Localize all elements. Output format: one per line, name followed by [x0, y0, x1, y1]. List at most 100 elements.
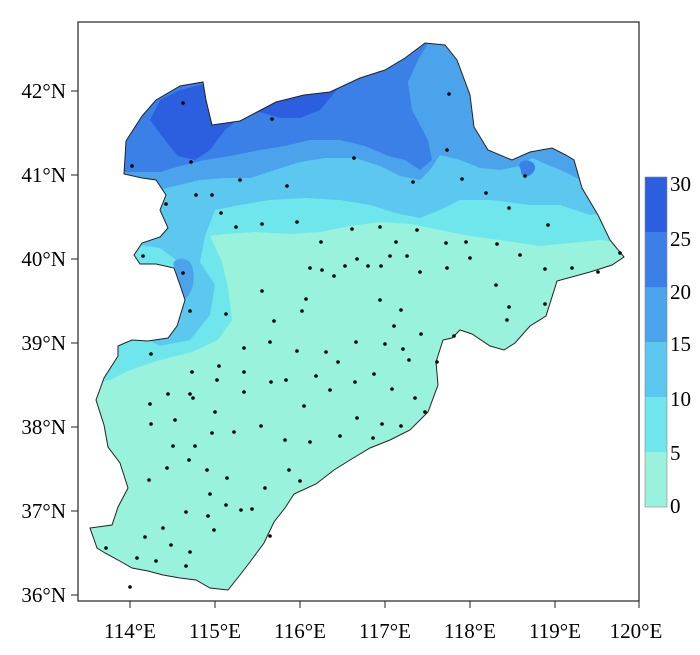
- station-dot: [188, 392, 192, 396]
- station-dot: [260, 222, 264, 226]
- station-dot: [388, 254, 392, 258]
- station-dot: [399, 424, 403, 428]
- station-dot: [208, 492, 212, 496]
- station-dot: [464, 240, 468, 244]
- station-dot: [285, 184, 289, 188]
- station-dot: [181, 271, 185, 275]
- station-dot: [447, 92, 451, 96]
- station-dot: [401, 347, 405, 351]
- station-dot: [268, 534, 272, 538]
- station-dot: [194, 193, 198, 197]
- station-dot: [149, 352, 153, 356]
- station-dot: [210, 431, 214, 435]
- station-dot: [295, 349, 299, 353]
- station-dot: [224, 312, 228, 316]
- station-dot: [355, 257, 359, 261]
- station-dot: [128, 585, 132, 589]
- lat-tick-label: 37°N: [21, 499, 66, 523]
- station-dot: [399, 308, 403, 312]
- station-dot: [224, 503, 228, 507]
- station-dot: [259, 424, 263, 428]
- station-dot: [147, 478, 151, 482]
- station-dot: [352, 156, 356, 160]
- station-dot: [518, 253, 522, 257]
- station-dot: [546, 223, 550, 227]
- station-dot: [295, 220, 299, 224]
- station-dot: [543, 267, 547, 271]
- colorbar-label: 10: [670, 387, 691, 411]
- colorbar-bin-15-20: [645, 287, 667, 342]
- station-dot: [219, 211, 223, 215]
- station-dot: [304, 297, 308, 301]
- station-dot: [184, 564, 188, 568]
- station-dot: [320, 268, 324, 272]
- station-dot: [206, 514, 210, 518]
- station-dot: [353, 380, 357, 384]
- station-dot: [324, 350, 328, 354]
- station-dot: [505, 318, 509, 322]
- lon-tick-label: 119°E: [529, 619, 581, 643]
- station-dot: [300, 309, 304, 313]
- station-dot: [350, 227, 354, 231]
- lat-tick-label: 40°N: [21, 247, 66, 271]
- station-dot: [596, 270, 600, 274]
- station-dot: [435, 360, 439, 364]
- station-dot: [143, 535, 147, 539]
- station-dot: [212, 528, 216, 532]
- station-dot: [372, 372, 376, 376]
- station-dot: [242, 370, 246, 374]
- station-dot: [366, 264, 370, 268]
- colorbar-bin-0-5: [645, 452, 667, 507]
- station-dot: [378, 225, 382, 229]
- colorbar-bin-20-25: [645, 232, 667, 287]
- station-dot: [332, 274, 336, 278]
- station-dot: [298, 479, 302, 483]
- colorbar-bin-5-10: [645, 397, 667, 452]
- station-dot: [242, 346, 246, 350]
- station-dot: [380, 422, 384, 426]
- station-dot: [379, 264, 383, 268]
- station-dot: [217, 364, 221, 368]
- station-dot: [371, 436, 375, 440]
- station-dot: [452, 334, 456, 338]
- station-dot: [238, 178, 242, 182]
- colorbar-label: 0: [670, 494, 681, 518]
- station-dot: [205, 468, 209, 472]
- station-dot: [130, 164, 134, 168]
- station-dot: [190, 370, 194, 374]
- station-dot: [507, 305, 511, 309]
- station-dot: [268, 340, 272, 344]
- station-dot: [405, 254, 409, 258]
- station-dot: [260, 289, 264, 293]
- station-dot: [419, 332, 423, 336]
- station-dot: [411, 180, 415, 184]
- station-dot: [383, 342, 387, 346]
- station-dot: [507, 206, 511, 210]
- lon-tick-label: 115°E: [189, 619, 241, 643]
- station-dot: [355, 416, 359, 420]
- station-dot: [154, 559, 158, 563]
- station-dot: [272, 319, 276, 323]
- station-dot: [164, 202, 168, 206]
- station-dot: [193, 444, 197, 448]
- colorbar-label: 5: [670, 441, 681, 465]
- station-dot: [308, 440, 312, 444]
- station-dot: [523, 174, 527, 178]
- station-dot: [354, 340, 358, 344]
- station-dot: [191, 396, 195, 400]
- station-dot: [171, 444, 175, 448]
- lat-tick-label: 41°N: [21, 163, 66, 187]
- station-dot: [445, 148, 449, 152]
- station-dot: [343, 264, 347, 268]
- station-dot: [444, 241, 448, 245]
- station-dot: [392, 324, 396, 328]
- station-dot: [149, 422, 153, 426]
- station-dot: [328, 388, 332, 392]
- colorbar-bin-25-30: [645, 177, 667, 232]
- lat-tick-label: 38°N: [21, 415, 66, 439]
- station-dot: [468, 256, 472, 260]
- station-dot: [141, 254, 145, 258]
- colorbar-label: 30: [670, 172, 691, 196]
- station-dot: [270, 117, 274, 121]
- station-dot: [319, 240, 323, 244]
